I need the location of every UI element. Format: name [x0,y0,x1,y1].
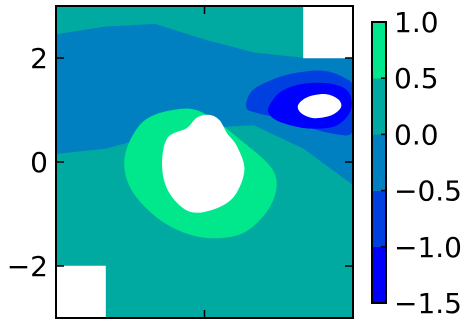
y-tick-label: −2 [7,250,48,283]
colorbar-frame [371,21,387,304]
colorbar-tick-label: −0.5 [394,175,462,208]
y-tick-label: 0 [30,146,48,179]
colorbar-swatch [372,78,386,135]
region-masked-hole-right [297,94,342,119]
region-masked-corner-top-right [303,6,353,59]
colorbar-swatch [372,22,386,79]
region-masked-corner-bottom-left [56,265,106,318]
colorbar-tick-label: −1.5 [394,287,462,320]
colorbar-swatch [372,246,386,304]
colorbar-swatch [372,134,386,191]
colorbar-tick-label: 0.0 [394,118,439,151]
y-tick-label: 2 [30,42,48,75]
colorbar-tick-label: −1.0 [394,231,462,264]
colorbar-swatch [372,190,386,248]
axes: 2 0 −2 [7,6,354,318]
colorbar-tick-label: 0.5 [394,62,439,95]
colorbar: 1.0 0.5 0.0 −0.5 −1.0 −1.5 [371,6,462,320]
filled-contour-regions [56,6,353,318]
colorbar-tick-label: 1.0 [394,6,439,39]
region-masked-hole-center [162,114,245,213]
